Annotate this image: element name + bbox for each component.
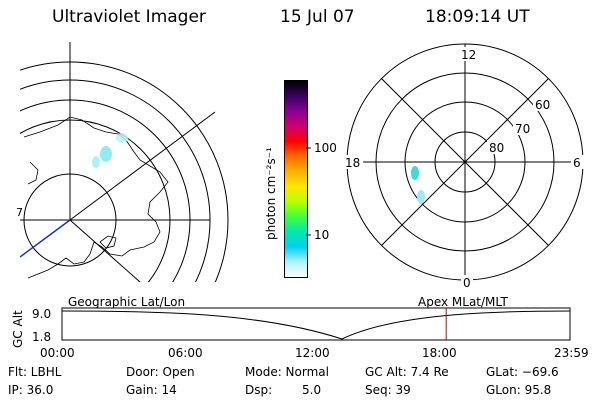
aurora-emission [116, 133, 128, 143]
info-flt: Flt: LBHL [8, 365, 62, 379]
timeline-ytick-bottom: 1.8 [32, 330, 52, 344]
aurora-emission [100, 146, 112, 162]
info-seq: Seq: 39 [365, 383, 411, 397]
aurora-emission [417, 190, 425, 204]
mlt-label-18: 18 [345, 156, 360, 170]
polar-mlt-map: 12 18 6 0 60 70 80 [343, 43, 585, 290]
info-door: Door: Open [126, 365, 195, 379]
timeline-xtick-3: 18:00 [422, 346, 457, 360]
mlt-label-6: 6 [573, 156, 581, 170]
coastline [99, 235, 117, 249]
info-mode: Mode: Normal [245, 365, 329, 379]
geo-edge-label: 7 [16, 206, 23, 219]
timeline-xtick-0: 00:00 [40, 346, 75, 360]
info-ip: IP: 36.0 [8, 383, 54, 397]
instrument-title: Ultraviolet Imager [52, 7, 206, 27]
info-glat: GLat: −69.6 [486, 365, 559, 379]
info-glon: GLon: 95.8 [486, 383, 552, 397]
aurora-emission [92, 156, 100, 168]
timeline-xtick-2: 12:00 [295, 346, 330, 360]
info-dsp-value: 5.0 [302, 383, 322, 397]
meridian-line [69, 111, 216, 221]
meridian-line [20, 219, 71, 258]
mlat-label-70: 70 [515, 122, 530, 136]
colorbar-axis [306, 147, 311, 236]
orbit-altitude-timeline [61, 307, 571, 341]
colorbar [284, 80, 308, 278]
colorbar-tick-label-100: 100 [314, 141, 337, 155]
mlt-label-0: 0 [463, 276, 471, 290]
info-gcalt: GC Alt: 7.4 Re [365, 365, 449, 379]
meridian-line [69, 219, 141, 282]
timeline-ylabel: GC Alt [11, 310, 25, 348]
apex-caption: Apex MLat/MLT [418, 295, 508, 309]
info-gain: Gain: 14 [126, 383, 177, 397]
timeline-xtick-4: 23:59 [554, 346, 589, 360]
timeline-frame [61, 307, 571, 341]
colorbar-unit-label: photon cm⁻²s⁻¹ [264, 147, 278, 240]
observation-time: 18:09:14 UT [425, 7, 530, 27]
timeline-ytick-top: 9.0 [32, 307, 52, 321]
mlt-meridian [381, 78, 549, 246]
observation-date: 15 Jul 07 [280, 7, 355, 27]
mlat-label-60: 60 [535, 98, 550, 112]
colorbar-tick-label-10: 10 [314, 228, 330, 242]
coastline [23, 116, 169, 279]
aurora-emission [411, 166, 419, 180]
colorbar-gradient [285, 81, 307, 277]
timeline-xtick-1: 06:00 [168, 346, 203, 360]
geo-caption: Geographic Lat/Lon [68, 295, 186, 309]
geographic-map: 7 [16, 42, 229, 282]
info-dsp-label: Dsp: [245, 383, 273, 397]
mlt-label-12: 12 [461, 48, 476, 62]
mlat-label-80: 80 [489, 141, 504, 155]
coastline [27, 161, 39, 185]
altitude-curve [61, 310, 571, 340]
